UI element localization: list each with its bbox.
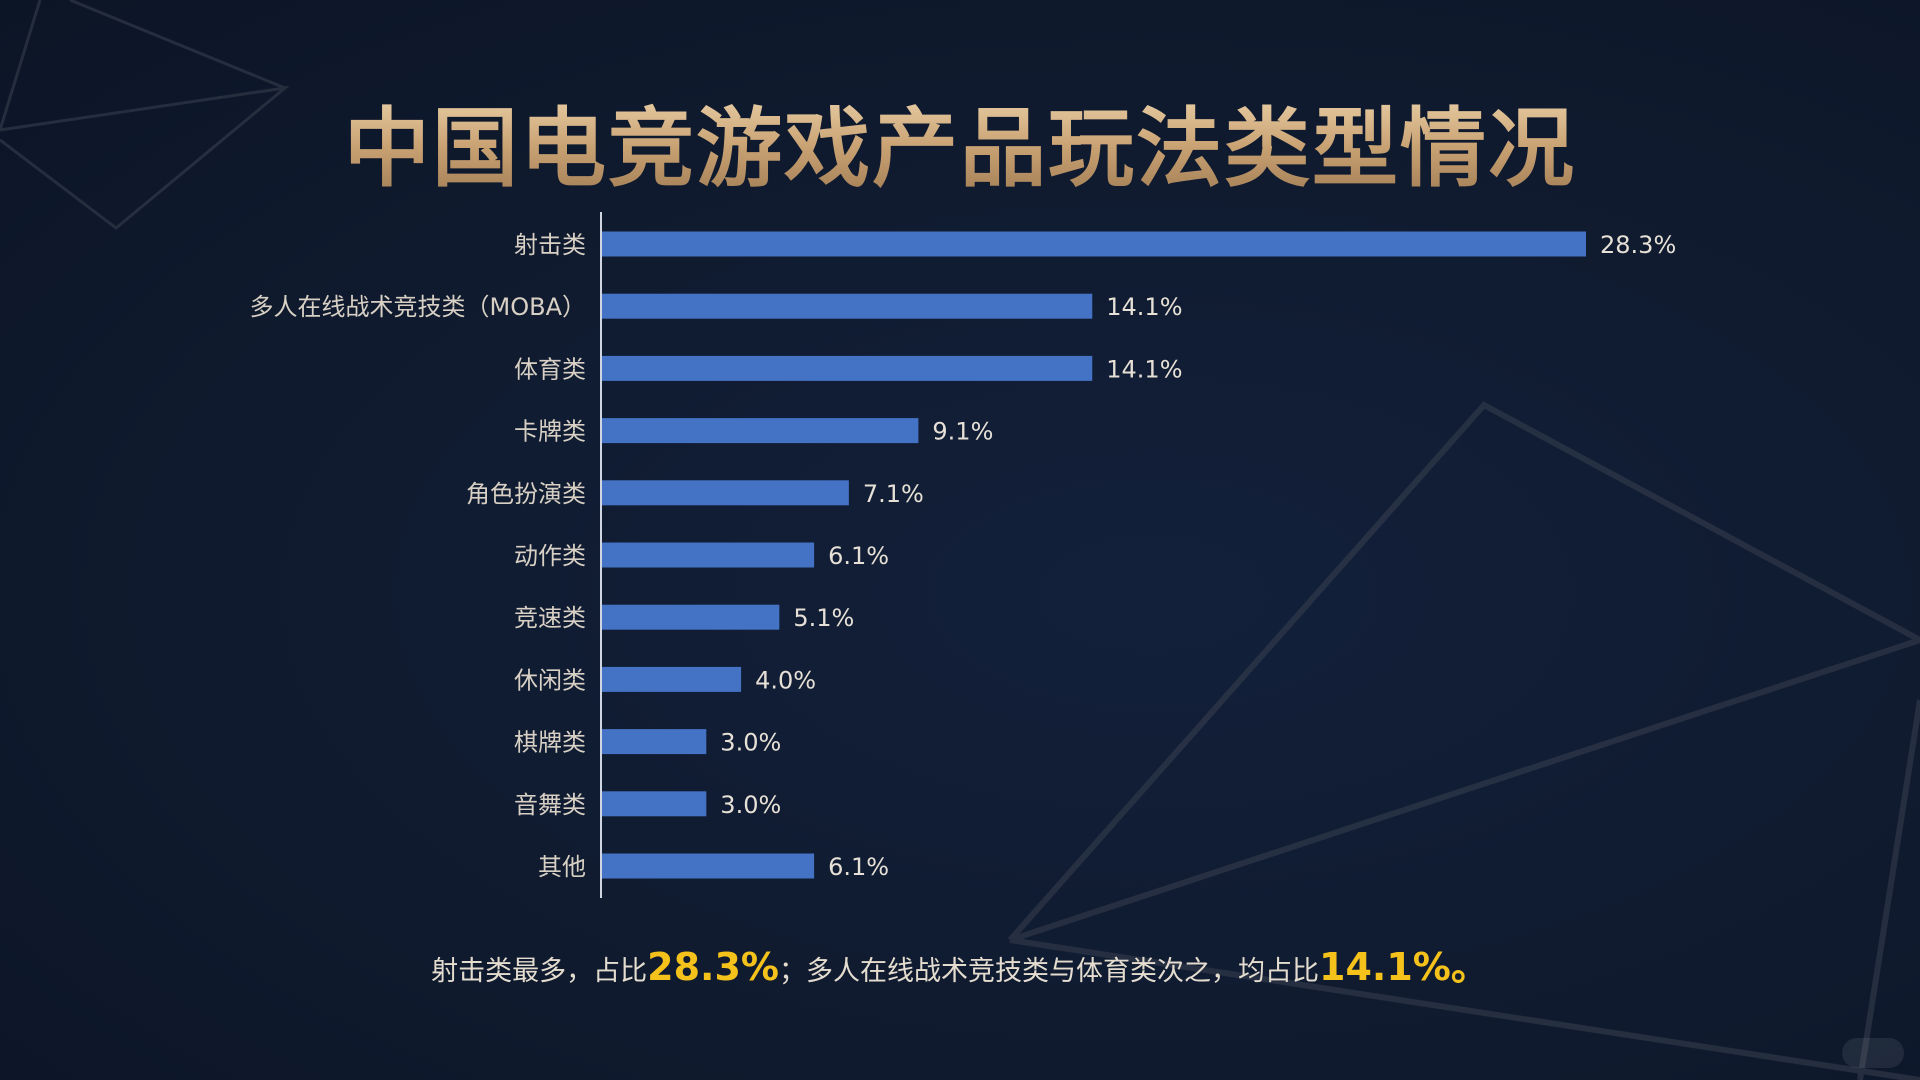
value-label-2: 14.1% xyxy=(1106,355,1182,383)
value-label-0: 28.3% xyxy=(1600,231,1676,259)
bar-1 xyxy=(602,293,1093,319)
category-label-5: 动作类 xyxy=(514,542,586,570)
summary-highlight-2: 14.1%。 xyxy=(1319,945,1489,989)
bar-3 xyxy=(602,418,919,444)
summary-highlight-1: 28.3% xyxy=(647,945,779,989)
bar-2 xyxy=(602,355,1093,381)
category-label-7: 休闲类 xyxy=(514,666,586,694)
bar-6 xyxy=(602,604,780,630)
category-label-0: 射击类 xyxy=(514,231,586,259)
category-label-2: 体育类 xyxy=(514,355,586,383)
bar-4 xyxy=(602,480,849,506)
value-label-7: 4.0% xyxy=(755,666,816,694)
category-label-1: 多人在线战术竞技类（MOBA） xyxy=(250,293,586,321)
page-title: 中国电竞游戏产品玩法类型情况 xyxy=(0,78,1920,203)
summary-part1: 射击类最多，占比 xyxy=(431,956,648,987)
summary-text: 射击类最多，占比28.3%；多人在线战术竞技类与体育类次之，均占比14.1%。 xyxy=(0,936,1920,991)
category-label-9: 音舞类 xyxy=(514,791,586,819)
summary-part2: ；多人在线战术竞技类与体育类次之，均占比 xyxy=(779,956,1319,987)
value-label-6: 5.1% xyxy=(793,604,854,632)
watermark-badge xyxy=(1842,1038,1904,1068)
bar-8 xyxy=(602,729,707,755)
bar-10 xyxy=(602,853,815,879)
bar-0 xyxy=(602,231,1586,257)
category-label-3: 卡牌类 xyxy=(514,418,586,446)
value-label-5: 6.1% xyxy=(828,542,889,570)
value-label-3: 9.1% xyxy=(932,418,993,446)
category-label-4: 角色扮演类 xyxy=(466,480,586,508)
value-label-1: 14.1% xyxy=(1106,293,1182,321)
bar-7 xyxy=(602,666,742,692)
bar-9 xyxy=(602,791,707,817)
value-label-4: 7.1% xyxy=(863,480,924,508)
bar-5 xyxy=(602,542,815,568)
category-label-10: 其他 xyxy=(538,853,586,881)
value-label-8: 3.0% xyxy=(720,729,781,757)
value-label-9: 3.0% xyxy=(720,791,781,819)
value-label-10: 6.1% xyxy=(828,853,889,881)
category-label-8: 棋牌类 xyxy=(514,729,586,757)
category-label-6: 竞速类 xyxy=(514,604,586,632)
